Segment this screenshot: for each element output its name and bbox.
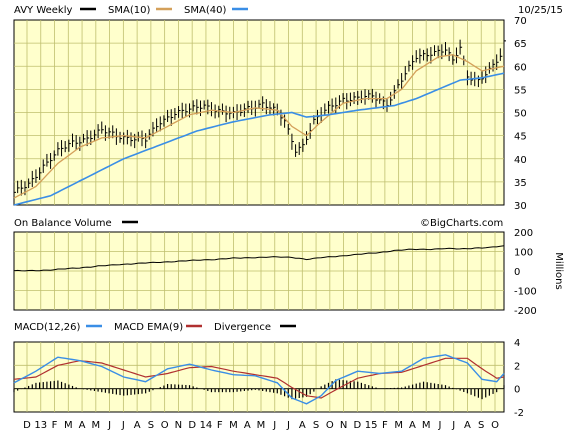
x-month-tick: O bbox=[161, 420, 169, 431]
x-month-tick: N bbox=[175, 420, 182, 431]
x-month-tick: S bbox=[313, 420, 319, 431]
x-month-tick: S bbox=[148, 420, 154, 431]
obv-ytick: 100 bbox=[514, 248, 533, 259]
price-legend-label: SMA(10) bbox=[108, 5, 150, 16]
x-month-tick: A bbox=[79, 420, 86, 431]
macd-ytick: -2 bbox=[514, 408, 524, 419]
price-ytick: 55 bbox=[514, 85, 527, 96]
obv-ylabel: Millions bbox=[553, 252, 564, 289]
x-month-tick: J bbox=[437, 420, 441, 431]
x-month-tick: F bbox=[52, 420, 58, 431]
obv-ytick: -100 bbox=[514, 287, 537, 298]
sma10-line bbox=[13, 54, 505, 199]
x-month-tick: M bbox=[64, 420, 73, 431]
x-month-tick: M bbox=[394, 420, 403, 431]
price-ytick: 60 bbox=[514, 62, 527, 73]
sma40-line bbox=[13, 72, 505, 206]
x-month-tick: D bbox=[188, 420, 196, 431]
price-ytick: 65 bbox=[514, 39, 527, 50]
price-ytick: 30 bbox=[514, 201, 527, 212]
x-month-tick: J bbox=[107, 420, 111, 431]
obv-ytick: 200 bbox=[514, 228, 533, 239]
x-month-tick: A bbox=[464, 420, 471, 431]
x-month-tick: D bbox=[23, 420, 31, 431]
x-month-tick: M bbox=[257, 420, 266, 431]
price-ytick: 35 bbox=[514, 178, 527, 189]
x-month-tick: J bbox=[286, 420, 290, 431]
obv-ytick: 0 bbox=[514, 267, 520, 278]
x-month-tick: F bbox=[217, 420, 223, 431]
x-month-tick: N bbox=[340, 420, 347, 431]
x-month-tick: M bbox=[229, 420, 238, 431]
x-month-tick: 13 bbox=[34, 420, 47, 431]
x-month-tick: A bbox=[244, 420, 251, 431]
macd-ytick: 4 bbox=[514, 338, 520, 349]
macd-line bbox=[13, 354, 505, 405]
x-month-tick: J bbox=[121, 420, 125, 431]
macd-legend-label: MACD(12,26) bbox=[14, 322, 81, 333]
macd-legend-label: MACD EMA(9) bbox=[114, 322, 183, 333]
x-month-tick: M bbox=[422, 420, 431, 431]
x-month-tick: O bbox=[491, 420, 499, 431]
x-month-tick: A bbox=[134, 420, 141, 431]
price-ytick: 40 bbox=[514, 155, 527, 166]
chart-date: 10/25/15 bbox=[518, 5, 563, 16]
macd-legend-label: Divergence bbox=[214, 322, 271, 333]
x-month-tick: J bbox=[272, 420, 276, 431]
x-month-tick: A bbox=[299, 420, 306, 431]
x-month-tick: A bbox=[409, 420, 416, 431]
x-month-tick: J bbox=[451, 420, 455, 431]
x-month-tick: 14 bbox=[200, 420, 213, 431]
price-ytick: 70 bbox=[514, 16, 527, 27]
price-ytick: 45 bbox=[514, 132, 527, 143]
price-legend-label: SMA(40) bbox=[184, 5, 226, 16]
x-month-tick: S bbox=[478, 420, 484, 431]
x-month-tick: M bbox=[92, 420, 101, 431]
x-month-tick: F bbox=[382, 420, 388, 431]
price-ytick: 50 bbox=[514, 109, 527, 120]
macd-ytick: 2 bbox=[514, 361, 520, 372]
x-month-tick: O bbox=[326, 420, 334, 431]
macd-ema-line bbox=[13, 357, 505, 399]
obv-ytick: -200 bbox=[514, 306, 537, 317]
obv-legend-label: On Balance Volume bbox=[14, 218, 112, 229]
watermark: ©BigCharts.com bbox=[420, 218, 503, 229]
x-month-tick: 15 bbox=[365, 420, 378, 431]
obv-line bbox=[13, 245, 505, 272]
x-month-tick: D bbox=[354, 420, 362, 431]
macd-ytick: 0 bbox=[514, 385, 520, 396]
price-legend-label: AVY Weekly bbox=[14, 5, 73, 16]
